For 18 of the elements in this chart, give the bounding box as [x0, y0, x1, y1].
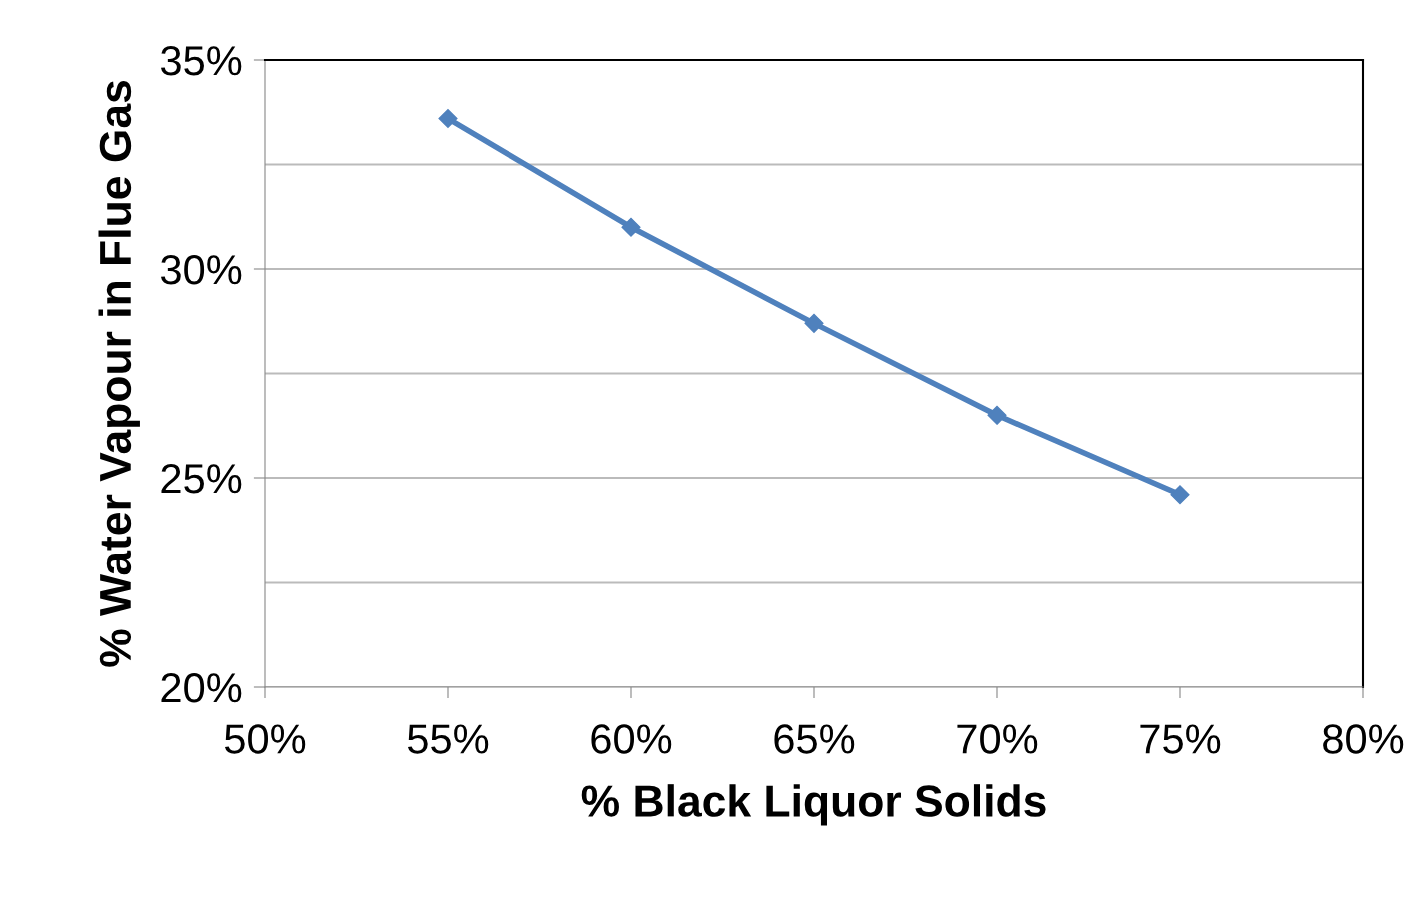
point	[804, 313, 824, 333]
x-tick-label: 55%	[407, 724, 489, 754]
x-axis-title: % Black Liquor Solids	[581, 784, 1046, 826]
point	[987, 405, 1007, 425]
x-tick-label: 75%	[1140, 724, 1221, 754]
x-tick-label: 80%	[1323, 724, 1404, 754]
x-tick-label: 70%	[957, 724, 1038, 754]
x-tick-label: 65%	[774, 724, 855, 754]
point	[621, 217, 641, 237]
y-tick-label: 30%	[160, 255, 242, 285]
y-tick-label: 35%	[160, 46, 242, 76]
point	[1170, 485, 1190, 505]
x-tick-label: 60%	[591, 724, 672, 754]
x-tick-label: 50%	[224, 724, 306, 754]
y-tick-label: 25%	[161, 464, 242, 494]
point	[438, 108, 458, 129]
y-tick-label: 20%	[161, 673, 242, 703]
y-axis-title: % Water Vapour in Flue Gas	[98, 81, 140, 667]
